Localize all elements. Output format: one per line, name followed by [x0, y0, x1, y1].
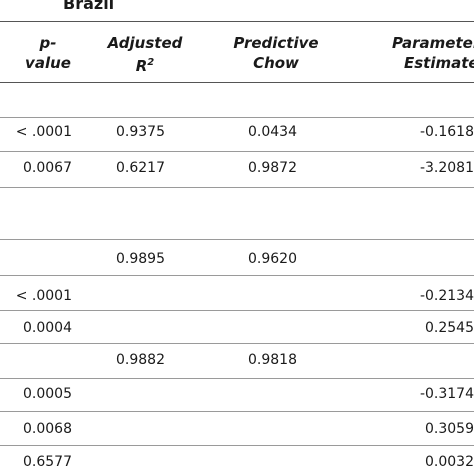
header-parameter-estimate-line2: Estimate — [404, 54, 474, 72]
row-rule — [0, 343, 474, 344]
header-predictive-chow-line2: Chow — [253, 54, 299, 72]
cell-p-value: 0.0067 — [23, 160, 72, 176]
cell-adjusted-r2: 0.9895 — [116, 251, 165, 267]
header-adjusted-r2: Adjusted R2 — [103, 33, 187, 76]
cell-parameter-estimate: 0.2545 — [425, 320, 474, 336]
row-rule — [0, 151, 474, 152]
cell-predictive-chow: 0.9620 — [248, 251, 297, 267]
top-rule — [0, 21, 474, 22]
cell-p-value: 0.6577 — [23, 454, 72, 470]
cell-predictive-chow: 0.9872 — [248, 160, 297, 176]
header-parameter-estimate-line1: Parameter — [392, 34, 474, 52]
cell-predictive-chow: 0.0434 — [248, 124, 297, 140]
header-p-value-line2: value — [25, 54, 71, 72]
header-predictive-chow: Predictive Chow — [226, 33, 326, 73]
cell-p-value: < .0001 — [15, 124, 72, 140]
header-predictive-chow-line1: Predictive — [233, 34, 319, 52]
row-rule — [0, 378, 474, 379]
row-rule — [0, 310, 474, 311]
cell-p-value: 0.0068 — [23, 421, 72, 437]
cell-parameter-estimate: -3.2081 — [419, 160, 474, 176]
header-adjusted-r2-line1: Adjusted — [107, 34, 183, 52]
header-rule — [0, 82, 474, 83]
section-rule-1 — [0, 117, 474, 118]
header-r-superscript: 2 — [147, 57, 155, 68]
cell-p-value: < .0001 — [15, 288, 72, 304]
cell-p-value: 0.0004 — [23, 320, 72, 336]
header-adjusted-r2-line2: R2 — [103, 53, 187, 76]
row-rule — [0, 445, 474, 446]
cell-adjusted-r2: 0.9375 — [116, 124, 165, 140]
table-title: Brazil — [63, 0, 115, 13]
cell-parameter-estimate: 0.0032 — [425, 454, 474, 470]
cell-parameter-estimate: -0.1618 — [419, 124, 474, 140]
cell-p-value: 0.0005 — [23, 386, 72, 402]
header-p-value: p- value — [22, 33, 74, 73]
cell-parameter-estimate: -0.3174 — [419, 386, 474, 402]
row-rule — [0, 187, 474, 188]
header-parameter-estimate: Parameter Estimate — [392, 33, 474, 73]
section-rule-2 — [0, 239, 474, 240]
header-p-value-line1: p- — [39, 34, 57, 52]
row-rule — [0, 411, 474, 412]
cell-adjusted-r2: 0.6217 — [116, 160, 165, 176]
cell-parameter-estimate: 0.3059 — [425, 421, 474, 437]
cell-parameter-estimate: -0.2134 — [419, 288, 474, 304]
row-rule — [0, 275, 474, 276]
cell-predictive-chow: 0.9818 — [248, 352, 297, 368]
cell-adjusted-r2: 0.9882 — [116, 352, 165, 368]
header-r-symbol: R — [135, 57, 148, 75]
